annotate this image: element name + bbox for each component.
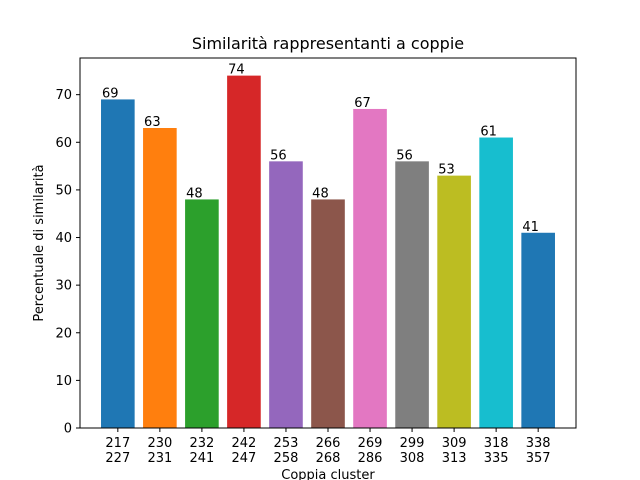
- x-tick-label: 268: [316, 451, 341, 466]
- y-tick-label: 10: [55, 374, 72, 389]
- data-label: 67: [354, 96, 371, 111]
- data-label: 69: [102, 86, 119, 101]
- data-label: 41: [522, 220, 539, 235]
- x-axis-label: Coppia cluster: [281, 468, 375, 480]
- data-label: 53: [438, 163, 455, 178]
- x-tick-label: 258: [274, 451, 299, 466]
- bar-230-231: [143, 128, 177, 428]
- data-label: 56: [396, 148, 413, 163]
- data-label: 48: [312, 186, 329, 201]
- bar-269-286: [353, 108, 387, 428]
- data-label: 74: [228, 63, 245, 78]
- bar-217-227: [101, 99, 135, 428]
- bar-232-241: [185, 199, 219, 428]
- x-tick-label: 335: [484, 451, 509, 466]
- bar-299-308: [395, 161, 429, 429]
- x-tick-label: 266: [316, 436, 341, 451]
- x-tick-label: 357: [526, 451, 551, 466]
- bar-309-313: [437, 175, 471, 428]
- chart-title: Similarità rappresentanti a coppie: [192, 34, 464, 53]
- y-tick-label: 0: [64, 422, 72, 437]
- y-axis-label: Percentuale di similarità: [32, 164, 47, 321]
- x-tick-label: 308: [400, 451, 425, 466]
- y-tick-label: 50: [55, 183, 72, 198]
- x-tick-label: 241: [189, 451, 214, 466]
- x-tick-label: 253: [274, 436, 299, 451]
- bar-253-258: [269, 161, 303, 429]
- x-tick-label: 227: [105, 451, 130, 466]
- x-tick-label: 269: [358, 436, 383, 451]
- y-tick-label: 40: [55, 231, 72, 246]
- y-tick-label: 20: [55, 326, 72, 341]
- bar-242-247: [227, 75, 261, 428]
- x-tick-label: 313: [442, 451, 467, 466]
- bar-266-268: [311, 199, 345, 428]
- x-tick-label: 309: [442, 436, 467, 451]
- x-tick-label: 231: [147, 451, 172, 466]
- data-label: 56: [270, 148, 287, 163]
- x-axis-ticks: 2172272302312322412422472532582662682692…: [105, 428, 551, 466]
- bar-338-357: [521, 232, 555, 428]
- x-tick-label: 318: [484, 436, 509, 451]
- x-tick-label: 286: [358, 451, 383, 466]
- x-tick-label: 247: [232, 451, 257, 466]
- x-tick-label: 338: [526, 436, 551, 451]
- x-tick-label: 232: [189, 436, 214, 451]
- data-label: 61: [480, 125, 497, 140]
- y-tick-label: 60: [55, 136, 72, 151]
- y-tick-label: 30: [55, 279, 72, 294]
- data-label: 48: [186, 186, 203, 201]
- plot-area: 69 63 48 74 56 48 67 56 53 61 41 0 10 20 30 40 50 60 70 2…: [55, 57, 577, 466]
- bars-group: [101, 75, 555, 429]
- data-labels-group: 69 63 48 74 56 48 67 56 53 61 41: [102, 63, 539, 235]
- y-axis-ticks: 0 10 20 30 40 50 60 70: [55, 88, 80, 437]
- x-tick-label: 230: [147, 436, 172, 451]
- x-tick-label: 242: [232, 436, 257, 451]
- y-tick-label: 70: [55, 88, 72, 103]
- x-tick-label: 299: [400, 436, 425, 451]
- data-label: 63: [144, 115, 161, 130]
- x-tick-label: 217: [105, 436, 130, 451]
- bar-318-335: [479, 137, 513, 428]
